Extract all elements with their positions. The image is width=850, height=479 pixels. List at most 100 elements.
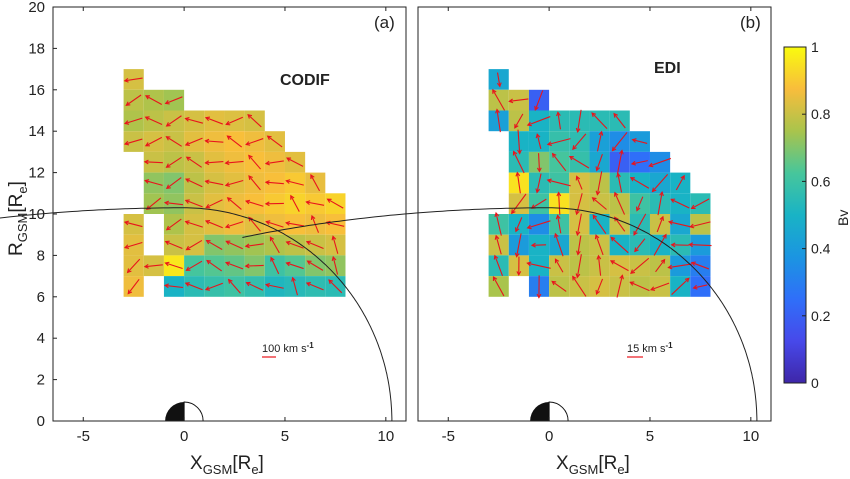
y-axis-label: RGSM[Re] — [6, 181, 30, 256]
velocity-arrow — [526, 261, 551, 269]
velocity-arrow — [508, 98, 529, 104]
y-tick-label: 12 — [28, 165, 45, 182]
velocity-arrow — [657, 191, 664, 216]
velocity-arrow — [143, 159, 163, 165]
velocity-arrow — [204, 219, 223, 229]
velocity-arrow — [551, 152, 567, 172]
velocity-arrow — [688, 242, 712, 248]
velocity-arrow — [206, 259, 223, 272]
earth-night-side — [165, 402, 185, 421]
velocity-arrow — [264, 282, 284, 289]
velocity-arrow — [163, 283, 184, 289]
velocity-arrow — [310, 174, 321, 192]
velocity-arrow — [494, 234, 502, 255]
velocity-arrow — [165, 115, 182, 127]
velocity-arrow — [264, 180, 284, 185]
x-tick-label: -5 — [442, 428, 455, 445]
velocity-arrow — [164, 96, 183, 105]
velocity-arrow — [630, 257, 650, 274]
y-tick-label: 18 — [28, 40, 45, 57]
velocity-arrow — [492, 275, 505, 297]
velocity-arrow — [692, 284, 708, 290]
velocity-arrow — [634, 238, 646, 253]
velocity-arrow — [656, 215, 665, 233]
velocity-arrow — [530, 242, 547, 248]
velocity-arrow — [675, 174, 685, 191]
earth-day-side — [548, 401, 569, 422]
velocity-arrow — [185, 156, 202, 168]
velocity-arrow — [546, 178, 571, 187]
velocity-arrow — [536, 153, 542, 173]
velocity-arrow — [225, 116, 244, 126]
colorbar-gradient — [783, 46, 807, 384]
velocity-arrow — [185, 239, 203, 251]
velocity-arrow — [514, 113, 524, 129]
y-tick-label: 10 — [28, 206, 45, 223]
velocity-arrow — [270, 256, 280, 275]
panel-a: -5 0 5 10 0 2 4 6 8 10 12 14 16 18 20 (a) CODIF 100 k… — [0, 0, 407, 445]
velocity-arrow — [496, 72, 502, 88]
x-tick-label: 5 — [646, 428, 654, 445]
velocity-arrow — [551, 280, 567, 292]
x-tick-label: 5 — [281, 428, 289, 445]
panel-a-y-ticks: 0 2 4 6 8 10 12 14 16 18 20 — [28, 0, 57, 430]
velocity-arrow — [595, 153, 603, 172]
velocity-arrow — [204, 138, 224, 144]
colorbar-tick-label: 0.2 — [811, 308, 831, 324]
velocity-arrow — [493, 254, 504, 277]
velocity-arrow — [651, 174, 669, 193]
velocity-arrow — [515, 171, 521, 194]
velocity-arrow — [575, 175, 583, 190]
velocity-arrow — [629, 281, 650, 292]
velocity-arrow — [671, 277, 690, 295]
velocity-arrow — [611, 132, 628, 152]
y-tick-label: 6 — [37, 289, 45, 306]
velocity-arrow — [305, 282, 324, 291]
velocity-arrow — [516, 256, 522, 277]
colorbar-tick-label: 1 — [811, 39, 819, 55]
colorbar: 0 0.2 0.4 0.6 0.8 1 Bv — [783, 39, 850, 391]
velocity-arrow — [575, 109, 582, 133]
velocity-arrow — [123, 138, 143, 146]
velocity-arrow — [596, 130, 604, 152]
velocity-arrow — [554, 258, 564, 273]
velocity-arrow — [635, 196, 644, 212]
velocity-arrow — [225, 240, 243, 250]
x-tick-label: 0 — [180, 428, 188, 445]
velocity-arrow — [225, 261, 244, 270]
velocity-arrow — [568, 155, 590, 169]
velocity-arrow — [649, 282, 670, 291]
velocity-arrow — [165, 156, 182, 168]
velocity-arrow — [244, 243, 264, 249]
velocity-arrow — [286, 157, 304, 167]
panel-b-scale-label: 15 km s-1 — [627, 341, 673, 355]
velocity-arrow — [655, 258, 666, 273]
velocity-arrow — [492, 88, 506, 111]
y-tick-label: 2 — [37, 372, 45, 389]
colorbar-tick-label: 0.8 — [811, 106, 831, 122]
velocity-arrow — [204, 160, 224, 166]
velocity-arrow — [165, 136, 182, 147]
velocity-arrow — [576, 235, 582, 256]
colorbar-tick-label: 0.4 — [811, 241, 831, 257]
velocity-arrow — [305, 200, 325, 206]
velocity-arrow — [126, 258, 141, 274]
velocity-arrow — [164, 240, 183, 249]
velocity-arrow — [667, 263, 693, 270]
y-tick-label: 16 — [28, 82, 45, 99]
velocity-arrow — [165, 177, 182, 190]
velocity-arrow — [264, 201, 284, 207]
velocity-arrow — [224, 221, 244, 229]
velocity-arrow — [591, 112, 608, 130]
y-tick-label: 20 — [28, 0, 45, 16]
velocity-arrow — [670, 242, 689, 248]
panel-b-title: EDI — [654, 60, 681, 77]
velocity-arrow — [653, 233, 667, 256]
velocity-arrow — [633, 213, 647, 236]
velocity-arrow — [556, 111, 562, 130]
velocity-arrow — [670, 198, 690, 209]
velocity-arrow — [305, 240, 324, 249]
x-tick-label: 10 — [377, 428, 394, 445]
velocity-arrow — [224, 179, 244, 187]
velocity-arrow — [144, 116, 163, 126]
